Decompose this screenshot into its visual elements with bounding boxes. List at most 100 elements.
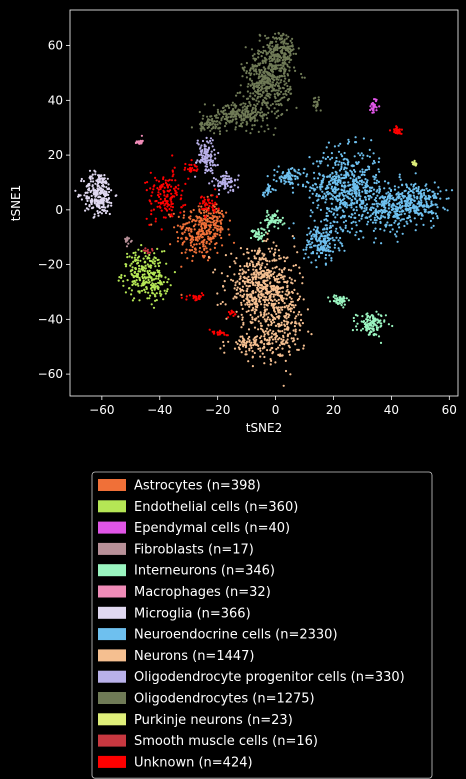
data-point — [213, 205, 216, 208]
legend-label: Unknown (n=424) — [134, 755, 253, 770]
legend-swatch — [98, 649, 126, 662]
data-point — [362, 137, 365, 140]
data-point — [262, 90, 265, 93]
data-point — [270, 270, 273, 273]
data-point — [253, 98, 256, 101]
data-point — [332, 213, 335, 216]
data-point — [196, 215, 199, 219]
data-point — [216, 219, 219, 222]
data-point — [320, 245, 323, 248]
data-point — [375, 328, 378, 331]
data-point — [207, 168, 210, 171]
data-point — [260, 264, 263, 267]
data-point — [326, 245, 330, 248]
data-point — [184, 228, 187, 232]
data-point — [165, 262, 168, 265]
data-point — [386, 221, 389, 224]
data-point — [350, 193, 353, 196]
data-point — [88, 205, 91, 208]
data-point — [212, 223, 215, 226]
data-point — [269, 190, 272, 193]
y-tick-label: −20 — [38, 258, 63, 272]
data-point — [104, 211, 108, 215]
data-point — [196, 159, 199, 162]
data-point — [331, 156, 334, 159]
data-point — [272, 330, 275, 333]
data-point — [249, 132, 252, 135]
data-point — [410, 206, 414, 209]
data-point — [284, 180, 287, 183]
data-point — [259, 95, 262, 98]
legend-label: Purkinje neurons (n=23) — [134, 713, 293, 728]
data-point — [227, 340, 230, 343]
data-point — [90, 189, 93, 192]
data-point — [358, 176, 361, 179]
data-point — [353, 155, 356, 158]
data-point — [383, 180, 387, 183]
data-point — [282, 278, 285, 281]
data-point — [422, 223, 425, 226]
data-point — [218, 121, 221, 124]
data-point — [168, 207, 171, 211]
data-point — [278, 337, 281, 340]
data-point — [329, 222, 332, 225]
data-point — [253, 255, 256, 258]
data-point — [407, 216, 410, 219]
data-point — [152, 273, 156, 276]
data-point — [387, 201, 390, 204]
data-point — [322, 197, 325, 200]
data-point — [157, 281, 160, 284]
data-point — [221, 300, 224, 304]
data-point — [145, 217, 148, 220]
data-point — [198, 242, 201, 245]
data-point — [254, 104, 257, 108]
data-point — [212, 177, 215, 180]
data-point — [222, 214, 225, 217]
data-point — [311, 184, 314, 187]
data-point — [313, 235, 316, 238]
data-point — [354, 170, 357, 173]
data-point — [349, 177, 352, 180]
data-point — [216, 179, 219, 182]
data-point — [257, 271, 260, 275]
data-point — [367, 194, 370, 198]
data-point — [328, 242, 331, 245]
data-point — [218, 331, 221, 334]
data-point — [247, 110, 250, 113]
data-point — [211, 330, 214, 333]
data-point — [309, 209, 313, 212]
data-point — [263, 303, 266, 306]
data-point — [247, 309, 250, 312]
data-point — [204, 171, 207, 174]
data-point — [238, 116, 241, 119]
data-point — [257, 261, 260, 264]
data-point — [258, 247, 261, 250]
data-point — [200, 225, 203, 228]
data-point — [325, 146, 328, 149]
data-point — [289, 85, 292, 88]
data-point — [392, 198, 396, 201]
data-point — [310, 261, 313, 264]
data-point — [417, 201, 420, 204]
data-point — [417, 192, 420, 195]
data-point — [420, 202, 423, 206]
data-point — [360, 199, 363, 202]
data-point — [414, 162, 417, 165]
data-point — [353, 185, 356, 188]
data-point — [264, 231, 267, 234]
data-point — [393, 130, 396, 134]
data-point — [273, 288, 277, 291]
data-point — [383, 216, 387, 219]
data-point — [294, 328, 297, 331]
data-point — [263, 333, 266, 336]
data-point — [217, 151, 220, 155]
data-point — [434, 212, 437, 215]
data-point — [316, 103, 319, 106]
data-point — [315, 109, 318, 112]
data-point — [395, 130, 398, 133]
data-point — [193, 163, 196, 166]
data-point — [96, 188, 100, 191]
data-point — [277, 306, 280, 309]
data-point — [330, 257, 333, 260]
data-point — [152, 306, 156, 309]
